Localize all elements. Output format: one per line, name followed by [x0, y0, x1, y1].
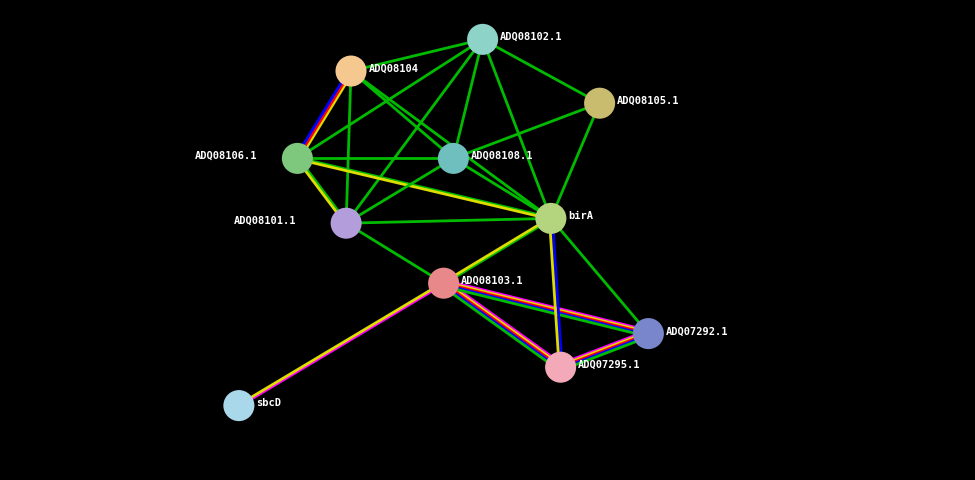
Point	[338, 219, 354, 227]
Point	[475, 36, 490, 43]
Point	[592, 99, 607, 107]
Text: ADQ07295.1: ADQ07295.1	[578, 360, 641, 370]
Text: ADQ08101.1: ADQ08101.1	[234, 216, 296, 226]
Text: ADQ08103.1: ADQ08103.1	[461, 276, 524, 286]
Point	[543, 215, 559, 222]
Text: ADQ08105.1: ADQ08105.1	[617, 96, 680, 106]
Point	[436, 279, 451, 287]
Text: ADQ08104: ADQ08104	[369, 64, 418, 73]
Point	[231, 402, 247, 409]
Text: sbcD: sbcD	[256, 398, 282, 408]
Text: ADQ08106.1: ADQ08106.1	[195, 151, 257, 161]
Text: ADQ08108.1: ADQ08108.1	[471, 151, 533, 161]
Point	[290, 155, 305, 162]
Text: birA: birA	[568, 211, 594, 221]
Text: ADQ07292.1: ADQ07292.1	[666, 326, 728, 336]
Point	[553, 363, 568, 371]
Point	[641, 330, 656, 337]
Text: ADQ08102.1: ADQ08102.1	[500, 32, 563, 42]
Point	[343, 67, 359, 75]
Point	[446, 155, 461, 162]
